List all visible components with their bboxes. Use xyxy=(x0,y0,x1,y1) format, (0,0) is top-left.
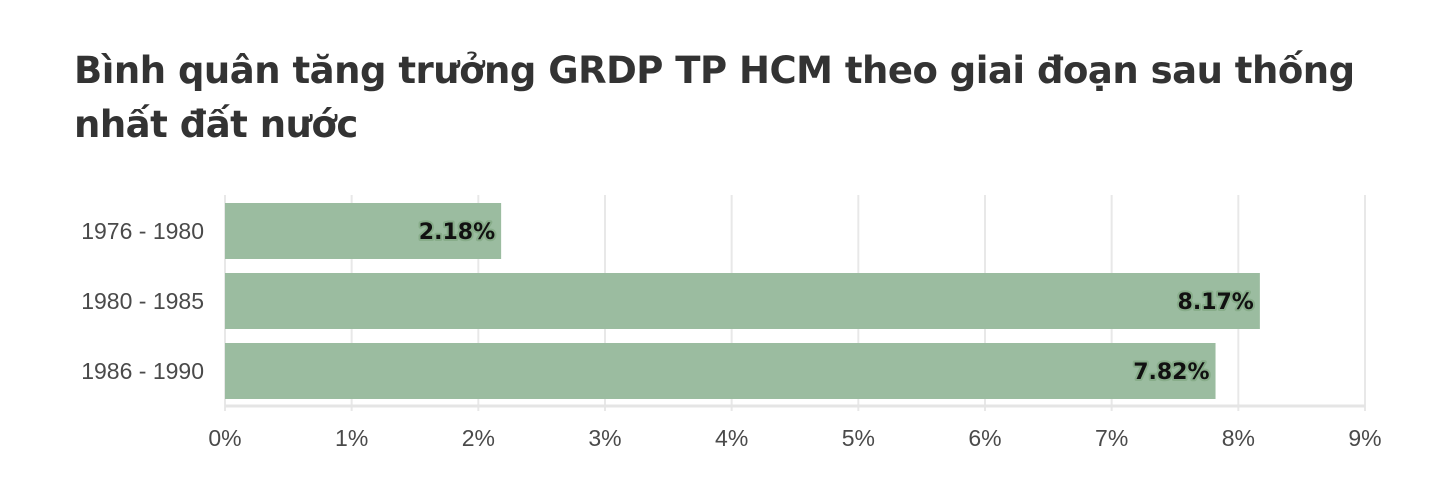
category-label: 1976 - 1980 xyxy=(81,218,204,244)
x-axis: 0% 1% 2% 3% 4% 5% 6% 7% 8% 9% xyxy=(208,404,1382,451)
x-tick-label: 8% xyxy=(1222,425,1255,451)
data-label: 7.82% xyxy=(1133,360,1209,385)
data-labels: 2.18% 8.17% 7.82% xyxy=(417,218,1256,387)
x-tick-label: 5% xyxy=(842,425,875,451)
category-label: 1980 - 1985 xyxy=(81,288,204,314)
data-label: 2.18% xyxy=(419,220,495,245)
x-tick-label: 2% xyxy=(462,425,495,451)
bar xyxy=(225,343,1216,399)
x-tick-label: 3% xyxy=(588,425,621,451)
x-tick-label: 1% xyxy=(335,425,368,451)
data-label: 8.17% xyxy=(1178,290,1254,315)
x-tick-label: 7% xyxy=(1095,425,1128,451)
x-tick-label: 6% xyxy=(968,425,1001,451)
x-tick-label: 9% xyxy=(1348,425,1381,451)
bar xyxy=(225,203,502,259)
x-tick-label: 0% xyxy=(208,425,241,451)
chart-title: Bình quân tăng trưởng GRDP TP HCM theo g… xyxy=(74,49,1355,146)
bars xyxy=(225,203,1260,399)
category-label: 1986 - 1990 xyxy=(81,358,204,384)
x-tick-label: 4% xyxy=(715,425,748,451)
bar xyxy=(225,273,1260,329)
category-labels: 1976 - 1980 1980 - 1985 1986 - 1990 xyxy=(81,218,204,384)
